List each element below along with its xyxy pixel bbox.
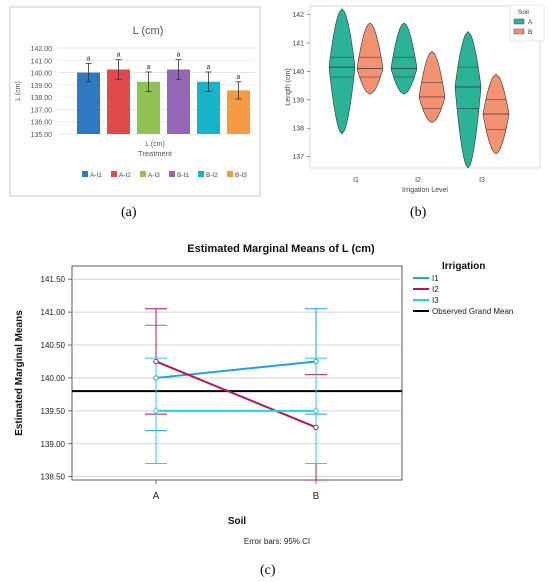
legend-swatch <box>513 28 525 35</box>
x-axis-label: Soil <box>228 516 247 527</box>
x-category-label: L (cm) <box>145 141 165 148</box>
y-tick-label: 141 <box>292 40 304 47</box>
legend-label: A <box>528 19 533 26</box>
y-axis-label: Estimated Marginal Means <box>14 310 25 436</box>
legend-title: Soil <box>518 9 529 16</box>
legend-label: I3 <box>432 296 439 305</box>
x-tick-label: I1 <box>353 177 359 184</box>
bar-B-I1 <box>167 69 190 134</box>
legend-swatch <box>169 171 175 177</box>
bar-A-I3 <box>137 81 160 134</box>
x-tick-label: I2 <box>415 177 421 184</box>
significance-label: a <box>87 55 91 62</box>
panel-c-line-chart: Estimated Marginal Means of L (cm) 141.50… <box>0 236 550 562</box>
y-tick-label: 137.00 <box>31 107 53 114</box>
y-tick-label: 138 <box>292 126 304 133</box>
legend-swatch <box>111 171 117 177</box>
legend-swatch <box>198 171 204 177</box>
legend-swatch <box>82 171 88 177</box>
caption-c: (c) <box>260 563 276 578</box>
y-tick-label: 135.00 <box>31 132 53 139</box>
y-tick-label: 140.00 <box>31 71 53 78</box>
violin-B-I1 <box>356 22 384 95</box>
mean-point-I2 <box>313 424 319 431</box>
y-tick-label: 142 <box>292 12 304 19</box>
y-tick-label: 139.00 <box>31 83 53 90</box>
y-tick-label: 141.00 <box>31 58 53 65</box>
legend-label: Observed Grand Mean <box>432 307 513 316</box>
x-tick-label: B <box>313 491 320 502</box>
error-bar-note: Error bars: 95% CI <box>244 537 310 546</box>
violin-chart: 142 141 140 139 138 137 Length (cm) I1 I2 I3 Irrig… <box>285 4 545 194</box>
x-axis-label: Irrigation Level <box>402 187 448 194</box>
y-tick-label: 139.00 <box>41 440 66 449</box>
panel-a-bar-chart: L (cm) 142.00 141.00 140.00 139.00 138.00 137.… <box>0 0 265 200</box>
significance-label: a <box>207 64 211 71</box>
y-tick-label: 137 <box>292 154 304 161</box>
caption-a: (a) <box>121 205 137 220</box>
series-line-I2 <box>155 360 317 429</box>
legend-label: B-I1 <box>177 172 189 179</box>
y-axis-label: L (cm) <box>15 81 22 101</box>
chart-title: Estimated Marginal Means of L (cm) <box>187 243 375 255</box>
y-tick-label: 139 <box>292 97 304 104</box>
mean-point-I1 <box>153 375 159 381</box>
violin-A-I3 <box>454 31 482 169</box>
x-tick-label: I3 <box>479 177 485 184</box>
legend-swatch <box>227 171 233 177</box>
bar-A-I2 <box>107 69 130 134</box>
y-tick-label: 142.00 <box>31 46 53 53</box>
y-tick-label: 141.50 <box>41 275 66 284</box>
plot-frame <box>71 265 403 481</box>
legend-label: I2 <box>432 285 439 294</box>
significance-label: a <box>147 64 151 71</box>
x-tick-label: A <box>153 491 160 502</box>
marginal-means-chart: Estimated Marginal Means of L (cm) 141.50… <box>14 243 513 546</box>
y-tick-label: 140.50 <box>41 341 66 350</box>
panel-b-violin-chart: 142 141 140 139 138 137 Length (cm) I1 I2 I3 Irrig… <box>270 0 550 200</box>
legend-label: A-I3 <box>148 172 160 179</box>
mean-point-I1 <box>313 358 319 365</box>
legend-label: I1 <box>432 274 439 283</box>
bar-A-I1 <box>77 72 100 134</box>
bar-chart: L (cm) 142.00 141.00 140.00 139.00 138.00 137.… <box>9 6 261 197</box>
y-tick-label: 138.00 <box>31 95 53 102</box>
violin-A-I1 <box>328 8 356 135</box>
legend-swatch <box>513 18 525 25</box>
legend-label: B-I3 <box>235 172 247 179</box>
mean-point-I3 <box>313 408 319 414</box>
chart-title: L (cm) <box>133 25 164 37</box>
y-tick-label: 136.00 <box>31 120 53 127</box>
mean-point-I2 <box>153 358 159 365</box>
legend-label: B-I2 <box>206 172 218 179</box>
bar-B-I3 <box>227 90 250 134</box>
series-line-I1 <box>155 360 317 379</box>
legend-label: A-I1 <box>90 172 102 179</box>
violin-A-I2 <box>390 22 418 95</box>
legend-label: A-I2 <box>119 172 131 179</box>
bar-B-I2 <box>197 81 220 134</box>
violin-B-I2 <box>418 51 446 123</box>
x-axis-label: Treatment <box>138 149 173 158</box>
significance-label: a <box>237 74 241 81</box>
significance-label: a <box>117 52 121 59</box>
legend-swatch <box>140 171 146 177</box>
caption-b: (b) <box>410 205 427 220</box>
y-tick-label: 139.50 <box>41 407 66 416</box>
y-tick-label: 138.50 <box>41 473 66 482</box>
y-tick-label: 140 <box>292 69 304 76</box>
y-axis-label: Length (cm) <box>285 68 292 105</box>
legend-label: B <box>528 29 532 36</box>
y-tick-label: 141.00 <box>41 308 66 317</box>
significance-label: a <box>177 52 181 59</box>
mean-point-I3 <box>153 408 159 414</box>
legend-title: Irrigation <box>442 261 485 272</box>
y-tick-label: 140.00 <box>41 374 66 383</box>
